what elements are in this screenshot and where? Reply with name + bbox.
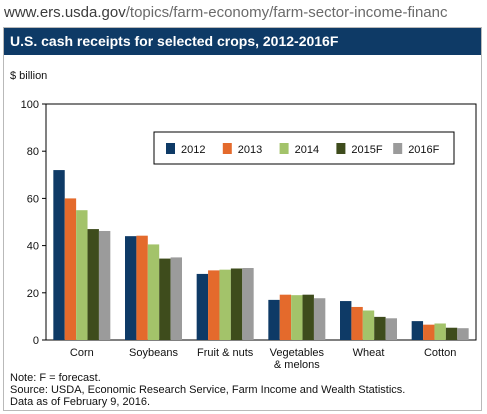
note-date: Data as of February 9, 2016. — [10, 396, 151, 408]
legend-label-2012: 2012 — [181, 144, 205, 156]
x-tick-label: Cotton — [424, 347, 456, 359]
bar-2015F-0 — [87, 229, 99, 340]
bar-2014-1 — [147, 244, 160, 340]
bar-2013-2 — [208, 270, 220, 340]
legend-label-2016F: 2016F — [408, 144, 439, 156]
y-tick-label: 0 — [33, 335, 39, 347]
chart-notes: Note: F = forecast. Source: USDA, Econom… — [10, 372, 405, 408]
y-tick-label: 60 — [27, 193, 39, 205]
legend-swatch-2016F — [393, 143, 403, 154]
note-source: Source: USDA, Economic Research Service,… — [10, 384, 406, 396]
bar-2012-4 — [340, 301, 352, 340]
bar-2014-0 — [76, 210, 88, 340]
bar-2015F-1 — [159, 258, 171, 340]
url-host: www.ers.usda.gov — [4, 4, 126, 21]
bar-2016F-1 — [170, 257, 182, 340]
legend-label-2014: 2014 — [295, 144, 319, 156]
y-tick-label: 20 — [27, 288, 39, 300]
chart-figure: U.S. cash receipts for selected crops, 2… — [3, 27, 482, 411]
y-tick-label: 100 — [21, 99, 39, 111]
bar-2014-2 — [219, 269, 231, 340]
legend-box — [153, 131, 455, 165]
note-forecast: Note: F = forecast. — [10, 372, 101, 384]
bar-2016F-4 — [385, 318, 397, 340]
x-tick-label: Corn — [70, 347, 94, 359]
legend-swatch-2014 — [279, 143, 289, 154]
chart-title: U.S. cash receipts for selected crops, 2… — [4, 28, 481, 55]
bar-2014-4 — [362, 310, 375, 340]
bar-2016F-5 — [457, 328, 469, 340]
bar-2015F-3 — [302, 294, 314, 340]
x-tick-label: Fruit & nuts — [197, 347, 254, 359]
legend-swatch-2012 — [166, 143, 175, 154]
bar-2012-3 — [268, 299, 280, 340]
bar-2012-1 — [125, 236, 137, 340]
bar-2015F-4 — [374, 316, 386, 340]
legend-swatch-2015F — [336, 143, 346, 154]
bar-2012-5 — [411, 321, 424, 340]
bar-2013-3 — [279, 294, 292, 340]
url-path: /topics/farm-economy/farm-sector-income-… — [125, 4, 448, 21]
legend-label-2013: 2013 — [238, 144, 262, 156]
url-bar[interactable]: www.ers.usda.gov/topics/farm-economy/far… — [0, 0, 487, 26]
plot-area-frame — [45, 103, 477, 341]
legend-swatch-2013 — [222, 143, 232, 154]
bar-2013-1 — [136, 235, 148, 340]
bar-2015F-2 — [230, 268, 243, 340]
chart-svg: 0 20 40 60 80 100 Corn Soybeans Fruit & nuts Vege… — [21, 99, 477, 368]
bar-2012-2 — [196, 273, 209, 340]
bar-2013-0 — [64, 198, 77, 340]
y-tick-label: 40 — [27, 241, 39, 253]
bar-2014-5 — [434, 323, 446, 340]
bar-2013-5 — [423, 324, 435, 340]
bar-2016F-0 — [98, 230, 111, 340]
bar-2016F-3 — [313, 298, 326, 340]
bar-2016F-2 — [242, 268, 254, 340]
bar-2012-0 — [53, 170, 65, 340]
legend-label-2015F: 2015F — [351, 144, 382, 156]
bar-2013-4 — [351, 306, 363, 340]
x-tick-label: Soybeans — [129, 347, 178, 359]
bar-2015F-5 — [445, 327, 458, 340]
x-tick-label: & melons — [274, 359, 320, 368]
y-axis-unit-label: $ billion — [10, 70, 48, 82]
x-tick-label: Vegetables — [270, 347, 325, 359]
x-tick-label: Wheat — [353, 347, 385, 359]
y-tick-label: 80 — [27, 146, 39, 158]
bar-2014-3 — [291, 295, 303, 340]
